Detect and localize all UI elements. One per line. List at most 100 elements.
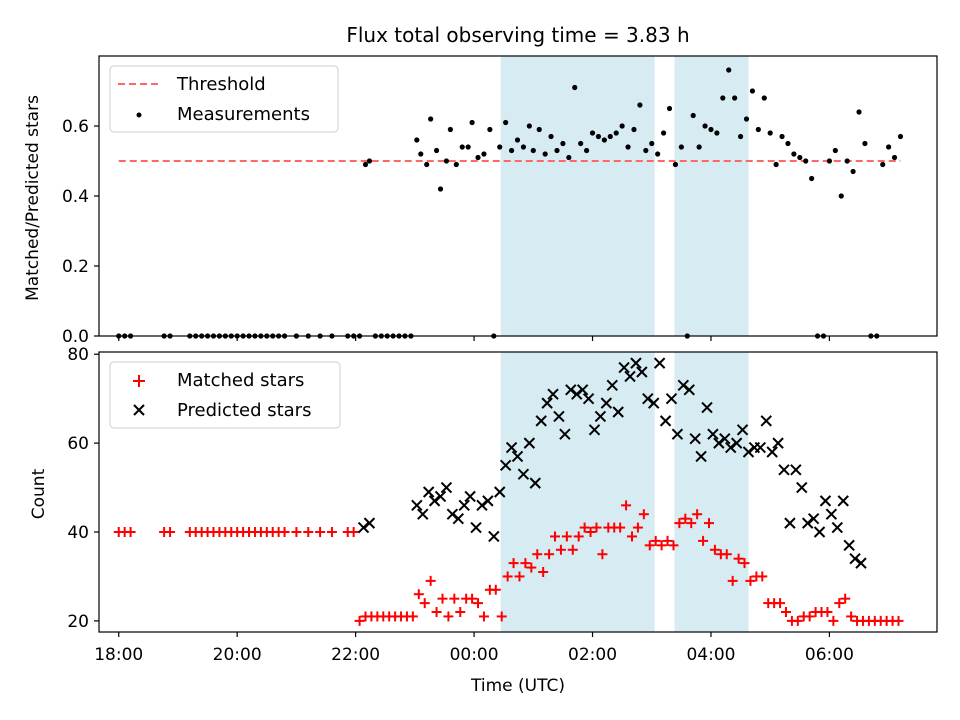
legend-matched-label: Matched stars [177,370,304,391]
legend-predicted-swatch [133,404,145,416]
matched-star-point [532,549,543,560]
matched-star-point [455,607,466,617]
measurement-point [838,193,844,199]
measurement-point [465,144,471,150]
measurement-point [418,151,424,157]
x-tick-label: 20:00 [213,645,262,665]
y-tick-label: 0.2 [62,257,89,277]
measurement-point [601,137,607,143]
predicted-star-point [588,424,601,436]
matched-star-point [550,531,561,542]
predicted-star-point [784,517,796,529]
measurement-point [897,133,904,140]
matched-star-point [650,535,661,546]
matched-star-point [567,544,578,555]
matched-star-point [828,615,839,626]
measurement-point [856,109,862,115]
measurement-point [497,144,503,150]
predicted-star-point [796,481,808,494]
legend-top: Threshold Measurements [109,65,339,133]
matched-star-point [893,615,904,626]
predicted-star-point [671,428,684,440]
legend-matched-swatch [133,375,145,387]
predicted-star-point [719,432,731,445]
predicted-star-point [648,397,660,409]
matched-star-point [627,531,638,542]
predicted-star-point [653,357,666,369]
matched-star-point [721,549,732,560]
matched-star-point [591,522,602,533]
matched-star-point [561,531,572,542]
predicted-star-point [677,379,690,392]
legend-predicted-label: Predicted stars [177,400,311,421]
measurement-point [414,137,420,143]
matched-star-point [733,553,744,564]
measurement-point [678,144,684,150]
measurement-point [886,144,892,150]
y-ticks-top: 0.0 0.2 0.4 0.6 [62,117,99,347]
y-tick-label: 80 [67,345,89,365]
measurement-point [625,144,631,150]
predicted-star-point [659,415,672,427]
predicted-star-point [594,410,607,423]
matched-star-point [703,518,714,529]
measurement-point [826,158,833,164]
predicted-star-point [517,468,530,480]
predicted-star-point [713,437,725,449]
predicted-star-point [730,437,743,449]
matched-star-point [727,575,738,586]
predicted-star-point [689,432,701,445]
matched-star-point [473,598,484,609]
measurement-point [743,116,750,122]
measurement-point [595,133,602,140]
matched-star-point [407,611,418,622]
measurement-point [428,116,434,122]
bottom-panel: Count Time (UTC) 20 40 60 80 18:00 20:00 22:0… [29,345,938,696]
measurement-point [791,151,797,157]
predicted-star-point [488,530,500,543]
measurement-point [514,137,521,143]
measurement-point [560,140,566,147]
measurement-point [797,154,803,161]
matched-star-point [579,522,590,533]
chart-title: Flux total observing time = 3.83 h [346,23,689,47]
matched-star-point [279,527,290,537]
predicted-star-point [505,441,518,454]
predicted-star-point [523,437,536,449]
predicted-star-point [417,508,429,520]
predicted-star-point [778,464,790,476]
y-axis-label-bottom: Count [29,468,49,519]
matched-star-point [508,558,519,569]
measurement-point [880,161,886,168]
predicted-star-point [855,557,867,569]
y-axis-label-top: Matched/Predicted stars [23,95,43,301]
shaded-interval [674,352,749,632]
predicted-star-point [819,495,832,507]
predicted-star-point [665,392,678,405]
predicted-star-point [606,379,618,392]
shaded-interval [500,352,655,632]
measurement-point [554,147,560,154]
legend-bottom: Matched stars Predicted stars [109,361,341,429]
matched-star-point [326,527,337,537]
measurement-point [536,126,542,133]
matched-star-point [490,584,501,595]
measurement-point [832,147,838,154]
y-tick-label: 0.0 [62,327,89,347]
matched-star-point [840,593,851,604]
matched-star-point [692,509,703,520]
measurement-point [755,126,761,133]
matched-star-point [804,611,815,622]
x-tick-label: 02:00 [568,645,617,665]
predicted-star-point [458,499,470,512]
measurement-point [443,158,450,164]
y-tick-label: 40 [67,523,89,543]
measurement-point [803,158,809,164]
x-tick-label: 00:00 [450,645,499,665]
measurement-point [749,88,756,94]
matched-star-point [413,589,424,600]
x-axis-label: Time (UTC) [470,676,565,696]
predicted-star-point [428,495,441,507]
measurement-point [526,123,532,129]
